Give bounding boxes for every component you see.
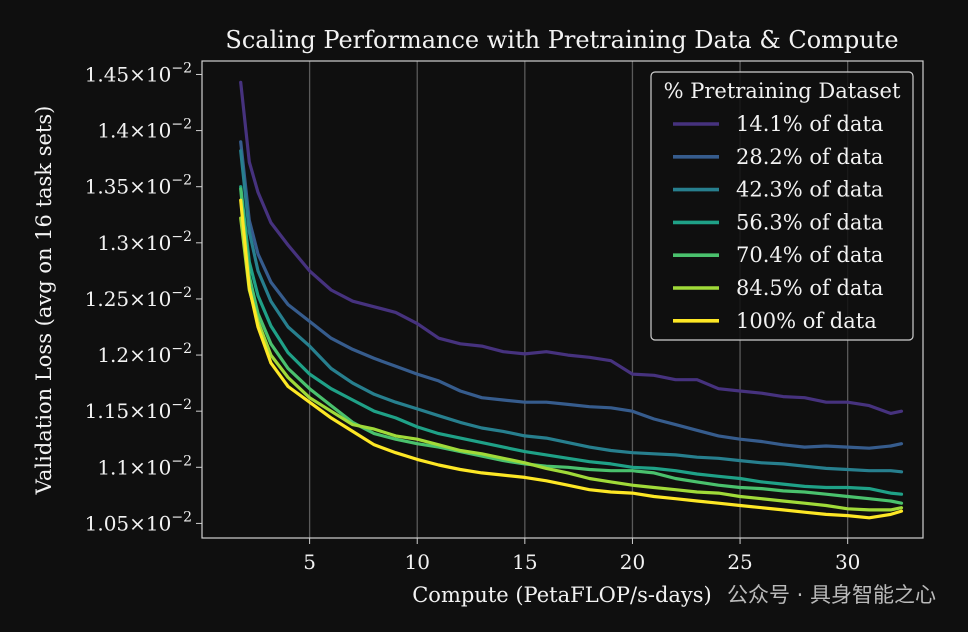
y-tick-mantissa: 1.3: [97, 231, 129, 255]
y-tick-base: ×10: [129, 231, 171, 255]
x-tick-label: 10: [404, 550, 429, 574]
x-axis-label: Compute (PetaFLOP/s-days): [412, 583, 712, 607]
series-line-1: [239, 80, 904, 415]
y-tick-base: ×10: [129, 287, 171, 311]
y-tick-mantissa: 1.1: [97, 455, 129, 479]
plot-area-frame: [201, 60, 924, 539]
y-tick-exponent: −2: [171, 117, 192, 133]
y-tick-exponent: −2: [171, 453, 192, 469]
y-tick-mantissa: 1.25: [85, 287, 130, 311]
series-line-2: [239, 140, 904, 450]
x-tick-label: 25: [727, 550, 752, 574]
series-line-7: [239, 198, 904, 520]
y-tick-exponent: −2: [171, 173, 192, 189]
legend-title: % Pretraining Dataset: [664, 79, 901, 103]
y-tick-label: 1.3×10−2: [97, 229, 192, 255]
series-line-6: [239, 216, 904, 512]
y-tick-exponent: −2: [171, 341, 192, 357]
series-lines: [239, 80, 904, 520]
x-axis-ticks: 5 10 15 20 25 30: [303, 538, 860, 574]
y-tick-base: ×10: [129, 455, 171, 479]
y-axis-label: Validation Loss (avg on 16 task sets): [32, 106, 56, 496]
y-tick-mantissa: 1.2: [97, 343, 129, 367]
legend-frame: [650, 71, 914, 341]
legend-label: 84.5% of data: [736, 276, 883, 300]
y-tick-label: 1.35×10−2: [85, 173, 192, 199]
y-axis-ticks: 1.05×10−21.1×10−21.15×10−21.2×10−21.25×1…: [85, 60, 202, 535]
y-tick-mantissa: 1.45: [85, 62, 130, 86]
y-tick-label: 1.15×10−2: [85, 397, 192, 423]
x-tick-label: 5: [303, 550, 316, 574]
y-tick-base: ×10: [129, 62, 171, 86]
y-tick-label: 1.25×10−2: [85, 285, 192, 311]
chart-title: Scaling Performance with Pretraining Dat…: [225, 26, 898, 54]
y-tick-mantissa: 1.05: [85, 511, 130, 535]
y-tick-exponent: −2: [171, 397, 192, 413]
x-tick-label: 30: [835, 550, 860, 574]
legend-label: 56.3% of data: [736, 210, 883, 234]
y-tick-label: 1.2×10−2: [97, 341, 192, 367]
y-tick-exponent: −2: [171, 509, 192, 525]
y-tick-base: ×10: [129, 511, 171, 535]
y-tick-base: ×10: [129, 399, 171, 423]
y-tick-base: ×10: [129, 175, 171, 199]
y-tick-label: 1.45×10−2: [85, 60, 192, 86]
y-tick-mantissa: 1.4: [97, 119, 129, 143]
series-line-3: [239, 149, 904, 474]
legend-label: 28.2% of data: [736, 145, 883, 169]
x-tick-label: 15: [512, 550, 537, 574]
x-tick-label: 20: [620, 550, 645, 574]
watermark-text: 公众号 · 具身智能之心: [727, 583, 936, 607]
y-tick-mantissa: 1.15: [85, 399, 130, 423]
legend: % Pretraining Dataset 14.1% of data 28.2%…: [650, 71, 914, 341]
legend-label: 42.3% of data: [736, 178, 883, 202]
series-line-5: [239, 187, 904, 505]
legend-label: 100% of data: [736, 309, 877, 333]
legend-label: 70.4% of data: [736, 243, 883, 267]
legend-label: 14.1% of data: [736, 112, 883, 136]
y-tick-label: 1.4×10−2: [97, 117, 192, 143]
y-tick-mantissa: 1.35: [85, 175, 130, 199]
y-tick-exponent: −2: [171, 60, 192, 76]
y-tick-exponent: −2: [171, 229, 192, 245]
y-tick-exponent: −2: [171, 285, 192, 301]
y-tick-base: ×10: [129, 119, 171, 143]
y-tick-label: 1.05×10−2: [85, 509, 192, 535]
series-line-4: [239, 185, 904, 496]
y-tick-base: ×10: [129, 343, 171, 367]
y-tick-label: 1.1×10−2: [97, 453, 192, 479]
